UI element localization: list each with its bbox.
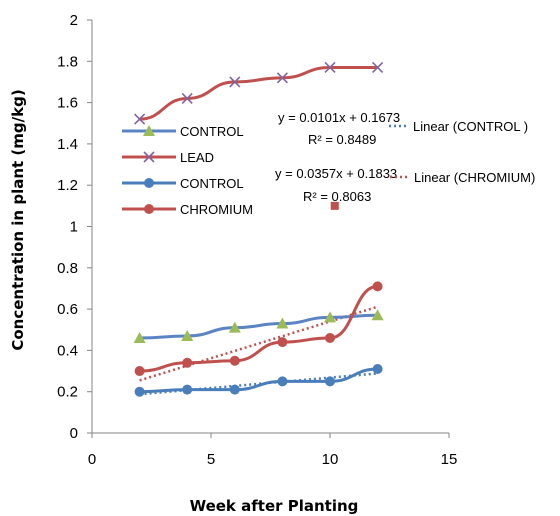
legend-marker-2 [144,178,154,188]
data-point-1-4 [324,61,336,74]
data-point-1-2 [229,76,241,88]
data-point-0-2 [228,321,241,333]
legend: CONTROL LEAD CONTROL CHROMIUM [122,124,253,217]
series-line-2 [139,367,378,394]
chromium-trend-r2: R² = 0.8063 [303,189,371,204]
y-tick-label: 0.4 [57,342,78,359]
legend-label-1: LEAD [180,150,214,165]
data-point-3-1 [182,357,193,368]
y-tick-label: 1.6 [57,95,78,112]
x-tick-label: 10 [322,451,339,468]
data-point-3-0 [134,366,145,377]
series-line-3 [139,284,378,373]
data-point-1-0-stroke [134,113,146,125]
series-1 [134,61,384,125]
legend-label-3: CHROMIUM [180,202,253,217]
x-axis-title: Week after Planting [190,497,359,515]
data-point-0-1 [181,329,194,341]
data-point-3-3 [277,337,288,348]
legend-label-2: CONTROL [180,176,244,191]
data-point-1-5 [372,61,384,74]
series-line-1 [139,65,378,121]
y-tick-label: 1.4 [57,136,78,153]
trend-legend-label-0: Linear (CONTROL ) [413,119,528,134]
chromium-trend-equation: y = 0.0357x + 0.1833 [275,166,397,181]
legend-marker-0 [143,125,155,136]
legend-marker-3 [144,204,154,214]
data-point-1-1 [181,92,193,105]
stray-marker [330,201,339,210]
series [133,61,384,397]
series-3 [134,281,383,377]
y-tick-label: 0 [70,425,78,442]
data-point-3-2 [229,355,240,366]
control-trend-equation: y = 0.0101x + 0.1673 [278,110,400,125]
y-tick-label: 1 [70,219,78,236]
data-point-3-4 [325,333,335,344]
control-trend-r2: R² = 0.8489 [308,132,376,147]
x-tick-label: 5 [207,451,215,468]
data-point-1-2-stroke [229,76,241,88]
x-tick-label: 0 [88,451,96,468]
data-point-3-5 [372,281,383,292]
x-tick-label: 15 [441,451,458,468]
y-tick-label: 1.8 [57,53,78,70]
data-point-2-0 [134,386,145,397]
y-tick-label: 0.8 [57,260,78,277]
data-point-2-1 [182,384,193,395]
trendline-1 [139,305,378,382]
legend-marker-1 [143,151,155,163]
data-point-1-1-stroke [181,92,193,105]
y-tick-label: 1.2 [57,177,78,194]
y-tick-label: 0.6 [57,301,78,318]
data-point-1-5-stroke [372,61,384,74]
data-point-0-5 [371,309,384,321]
data-point-0-0 [133,332,146,344]
axes: 0 0.2 0.4 0.6 0.8 1 1.2 1.4 1.6 1.8 2 0 5 10 15 [57,12,457,468]
data-point-1-3-stroke [276,72,288,84]
y-tick-label: 2 [70,12,78,29]
series-2 [134,363,383,397]
data-point-0-3 [276,317,289,329]
annotations: y = 0.0101x + 0.1673 R² = 0.8489 y = 0.0… [275,110,400,204]
y-tick-label: 0.2 [57,384,78,401]
data-point-0-4 [324,311,336,323]
data-point-1-3 [276,72,288,84]
trend-legend-label-1: Linear (CHROMIUM) [414,170,535,185]
legend-marker-1-stroke [143,151,155,163]
series-0 [133,309,384,344]
data-point-2-5 [372,363,383,374]
trend-legend: Linear (CONTROL ) Linear (CHROMIUM) [389,119,535,185]
data-point-2-3 [277,376,288,387]
data-point-1-0 [134,113,146,125]
data-point-2-4 [325,376,335,387]
trendlines [139,305,378,396]
series-line-0 [139,313,378,340]
y-axis-title: Concentration in plant (mg/kg) [9,89,27,350]
legend-label-0: CONTROL [180,124,244,139]
data-point-1-4-stroke [324,61,336,74]
data-point-2-2 [229,384,240,395]
